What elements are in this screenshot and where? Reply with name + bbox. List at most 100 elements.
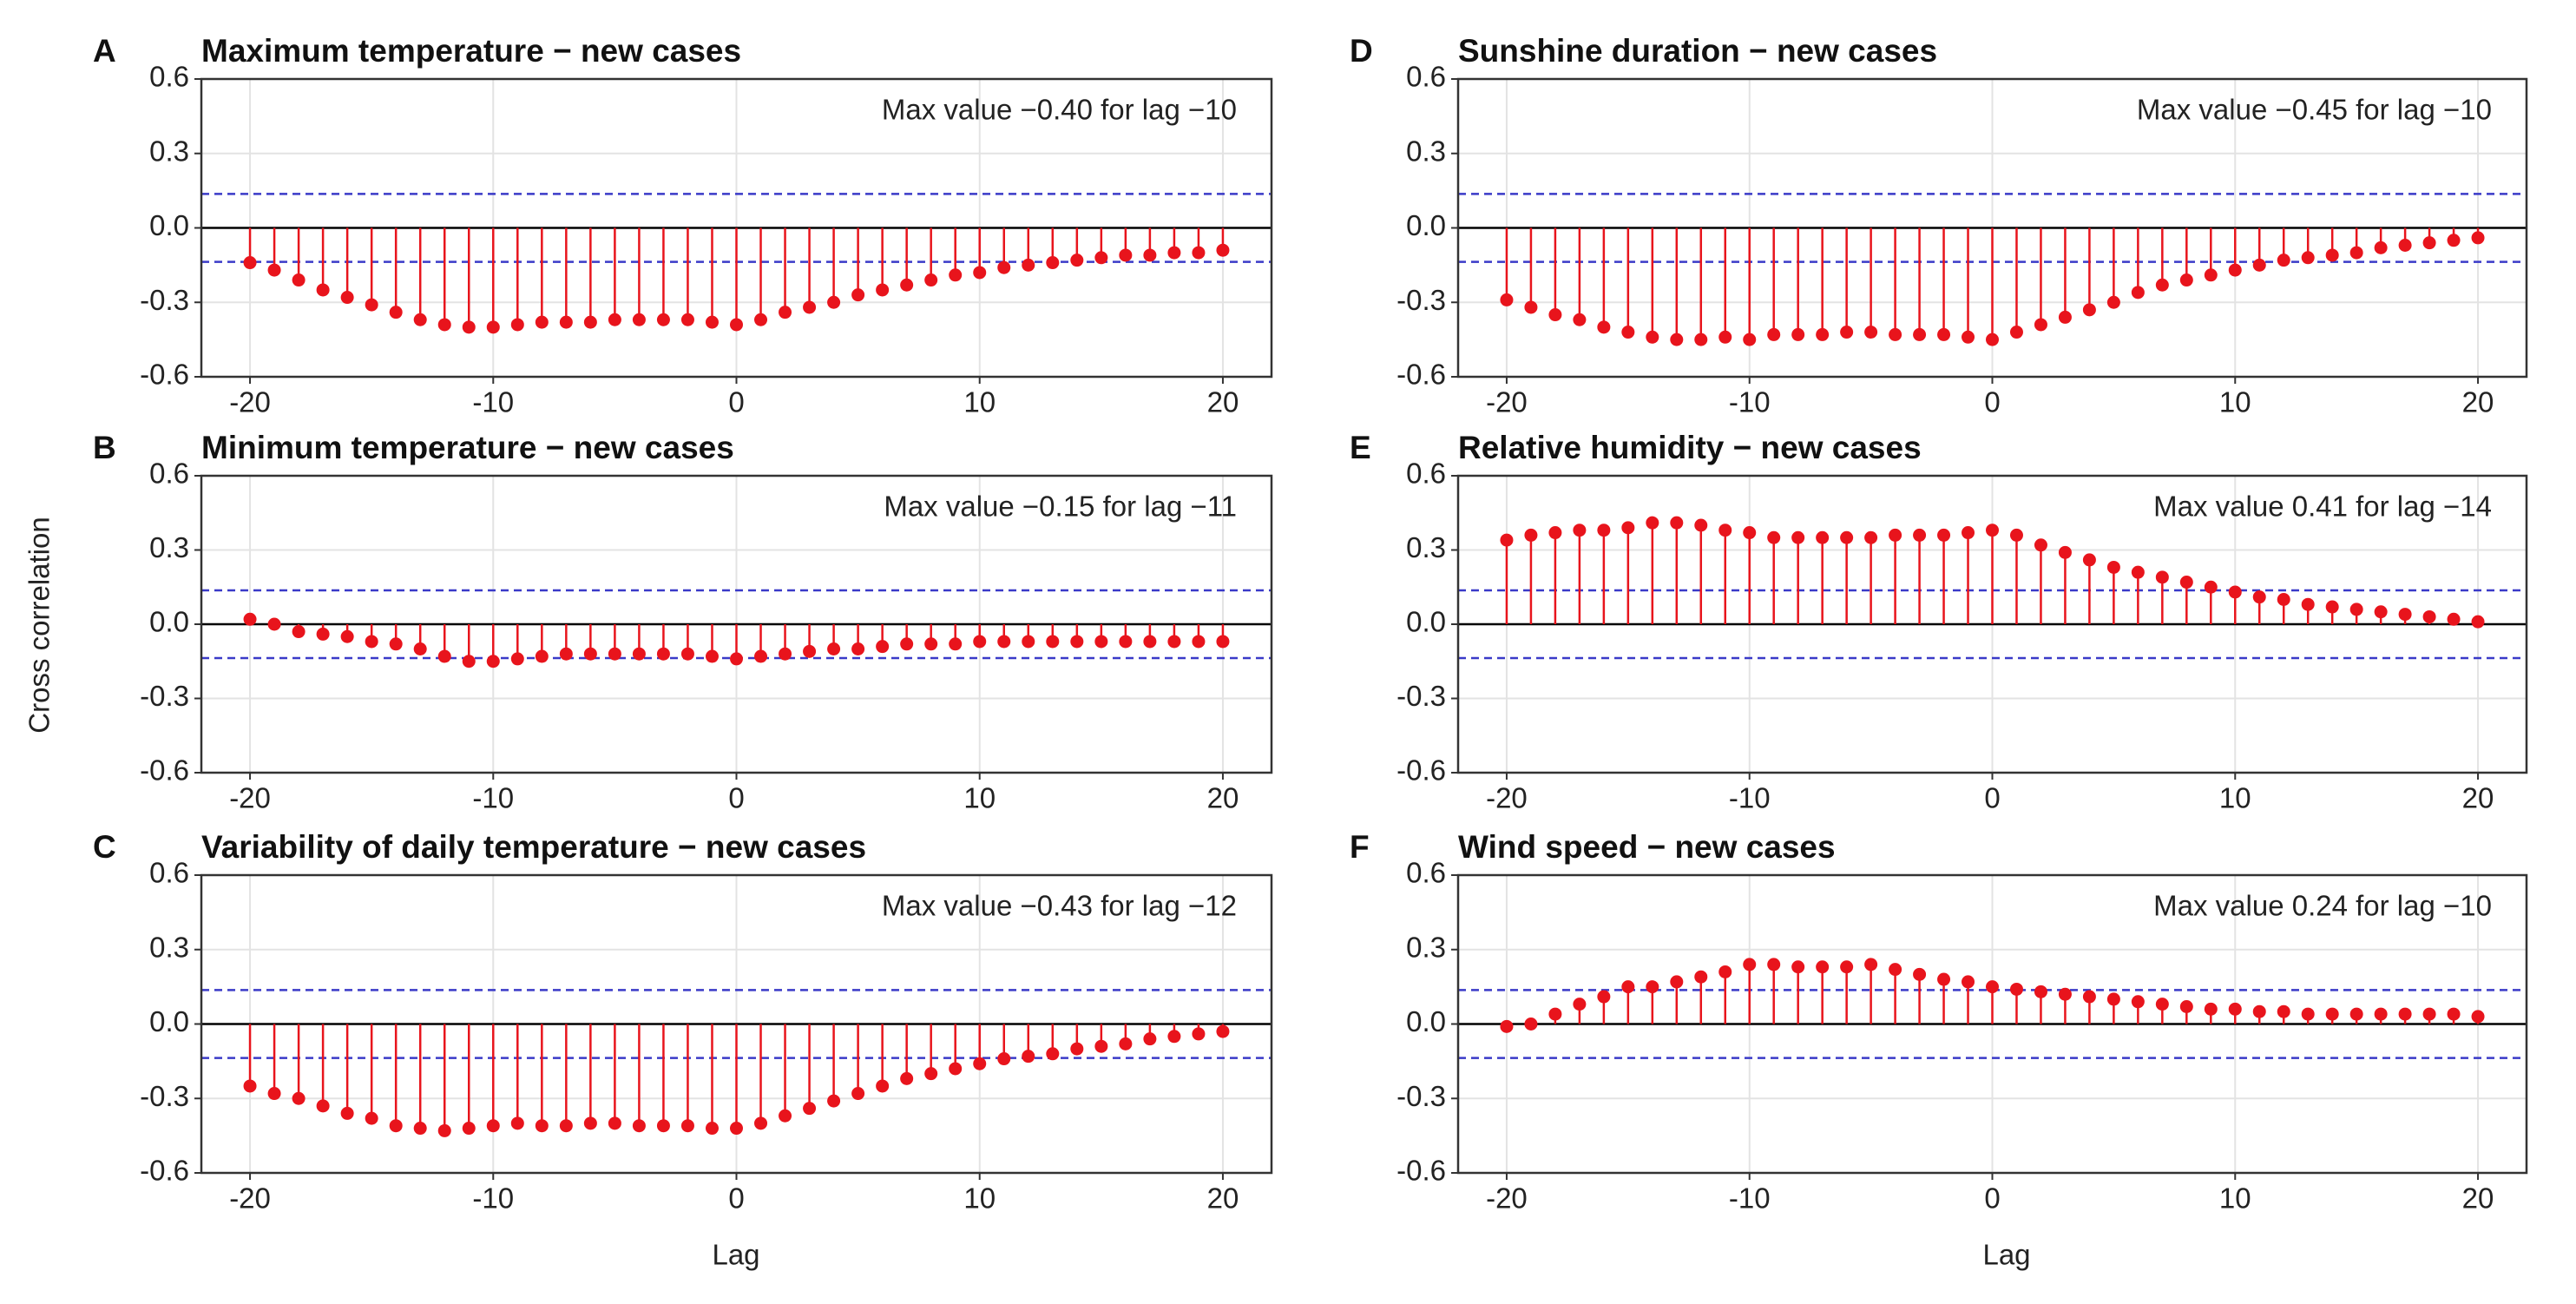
point <box>1743 333 1757 346</box>
point <box>973 635 987 649</box>
point <box>1192 635 1206 649</box>
point <box>1864 326 1878 339</box>
x-tick-label: -20 <box>229 386 271 418</box>
point <box>535 315 549 329</box>
x-tick-label: -20 <box>229 782 271 814</box>
point <box>851 288 865 302</box>
panel-title: Maximum temperature − new cases <box>201 33 741 69</box>
x-tick-label: -20 <box>1486 386 1528 418</box>
point <box>608 313 621 326</box>
point <box>1621 521 1635 535</box>
point <box>1524 300 1538 314</box>
x-tick-label: 20 <box>2462 1182 2494 1215</box>
point <box>2398 239 2412 253</box>
plot-border <box>1456 77 2528 379</box>
point <box>1621 980 1635 994</box>
point <box>1143 635 1157 649</box>
x-tick-label: 20 <box>2462 782 2494 814</box>
panel-label: E <box>1350 430 1371 465</box>
y-tick-label: -0.3 <box>1396 1080 1446 1112</box>
point <box>1022 635 1035 649</box>
point <box>462 655 476 668</box>
point <box>632 1119 646 1133</box>
point <box>2058 545 2072 559</box>
x-tick-label: 10 <box>963 782 996 814</box>
point <box>1864 958 1878 971</box>
point <box>827 642 841 655</box>
point <box>2374 240 2388 254</box>
point <box>1094 635 1108 649</box>
point <box>1167 635 1181 649</box>
point <box>1864 530 1878 544</box>
point <box>510 318 524 332</box>
point <box>1816 960 1830 974</box>
point <box>1548 526 1562 540</box>
point <box>1597 320 1611 334</box>
point <box>510 652 524 666</box>
y-tick-label: -0.3 <box>1396 680 1446 712</box>
x-tick-label: 20 <box>2462 386 2494 418</box>
x-tick-label: 10 <box>2219 1182 2251 1215</box>
point <box>1937 972 1951 986</box>
point <box>535 1119 549 1133</box>
point <box>1840 530 1854 544</box>
panel-title: Minimum temperature − new cases <box>201 430 734 465</box>
y-tick-label: 0.6 <box>149 458 189 490</box>
point <box>1962 526 1975 540</box>
point <box>1791 327 1805 341</box>
point <box>583 647 597 661</box>
point <box>608 647 621 661</box>
point <box>900 637 914 651</box>
point <box>389 306 403 319</box>
point <box>2009 326 2023 339</box>
point <box>2349 603 2363 616</box>
point <box>437 649 451 663</box>
point <box>2349 1007 2363 1021</box>
y-tick-label: 0.6 <box>1406 61 1446 93</box>
panel-title: Wind speed − new cases <box>1458 829 1836 865</box>
point <box>1962 330 1975 344</box>
point <box>1840 960 1854 974</box>
point <box>997 260 1011 274</box>
point <box>243 612 257 626</box>
point <box>1767 530 1781 544</box>
x-tick-label: 0 <box>728 386 744 418</box>
point <box>2009 982 2023 996</box>
point <box>2131 995 2145 1009</box>
point <box>924 637 938 651</box>
y-tick-label: 0.6 <box>149 61 189 93</box>
point <box>1573 524 1587 537</box>
point <box>2374 1007 2388 1021</box>
point <box>1119 1037 1133 1050</box>
point <box>1646 330 1659 344</box>
point <box>2058 310 2072 324</box>
annotation: Max value −0.43 for lag −12 <box>882 890 1237 922</box>
annotation: Max value 0.24 for lag −10 <box>2153 890 2492 922</box>
point <box>876 283 890 297</box>
point <box>1889 528 1902 542</box>
x-tick-label: 0 <box>728 1182 744 1215</box>
point <box>730 318 743 332</box>
annotation: Max value −0.45 for lag −10 <box>2137 94 2492 126</box>
point <box>1889 327 1902 341</box>
point <box>1192 246 1206 260</box>
point <box>316 627 330 641</box>
point <box>2131 286 2145 300</box>
y-tick-label: 0.0 <box>149 209 189 241</box>
point <box>656 1119 670 1133</box>
annotation: Max value −0.15 for lag −11 <box>884 491 1237 523</box>
plot-border <box>200 77 1273 379</box>
point <box>1937 327 1951 341</box>
point <box>1743 958 1757 971</box>
point <box>2228 263 2242 277</box>
y-tick-label: -0.3 <box>140 284 189 316</box>
y-tick-label: 0.0 <box>1406 1005 1446 1037</box>
y-tick-label: -0.3 <box>140 680 189 712</box>
point <box>900 278 914 292</box>
point <box>1718 965 1732 978</box>
point <box>1046 1047 1060 1061</box>
x-tick-label: 20 <box>1207 782 1239 814</box>
point <box>389 1119 403 1133</box>
x-tick-label: -10 <box>472 782 514 814</box>
